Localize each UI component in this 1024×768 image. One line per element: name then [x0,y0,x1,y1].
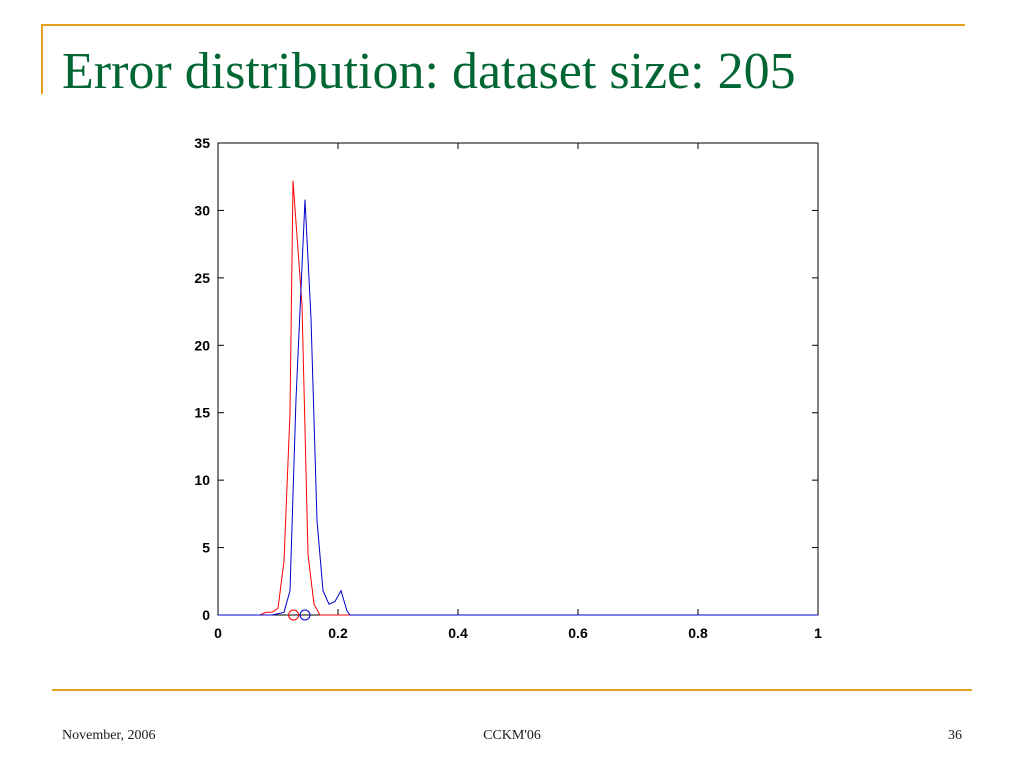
x-tick-label: 0.4 [448,625,468,641]
y-tick-label: 35 [194,135,210,151]
x-tick-label: 0.8 [688,625,708,641]
series-line-2 [218,199,818,616]
y-tick-label: 10 [194,472,210,488]
x-axis-tick-labels: 0 0.2 0.4 0.6 0.8 1 [214,625,822,641]
footer-conference: CCKM'06 [483,728,541,743]
series-lines [218,180,818,616]
footer-rule [52,689,972,691]
series-line-1 [218,180,818,616]
x-tick-label: 0.6 [568,625,588,641]
x-tick-label: 0.2 [328,625,348,641]
series-marker-2 [299,609,311,621]
series-markers [288,609,311,621]
title-frame-top-rule [41,24,965,26]
series-marker-1 [288,609,300,621]
title-frame-left-rule [41,24,43,94]
y-tick-label: 5 [202,540,210,556]
footer-date: November, 2006 [62,728,156,743]
y-tick-label: 25 [194,270,210,286]
x-tick-label: 0 [214,625,222,641]
y-tick-label: 0 [202,607,210,623]
y-axis-tick-labels: 0 5 10 15 20 25 30 35 [194,135,210,623]
y-tick-label: 20 [194,337,210,353]
x-tick-label: 1 [814,625,822,641]
y-tick-label: 30 [194,202,210,218]
slide-title: Error distribution: dataset size: 205 [62,43,796,100]
footer-page-number: 36 [948,728,962,743]
y-tick-label: 15 [194,405,210,421]
axis-ticks [217,142,819,616]
